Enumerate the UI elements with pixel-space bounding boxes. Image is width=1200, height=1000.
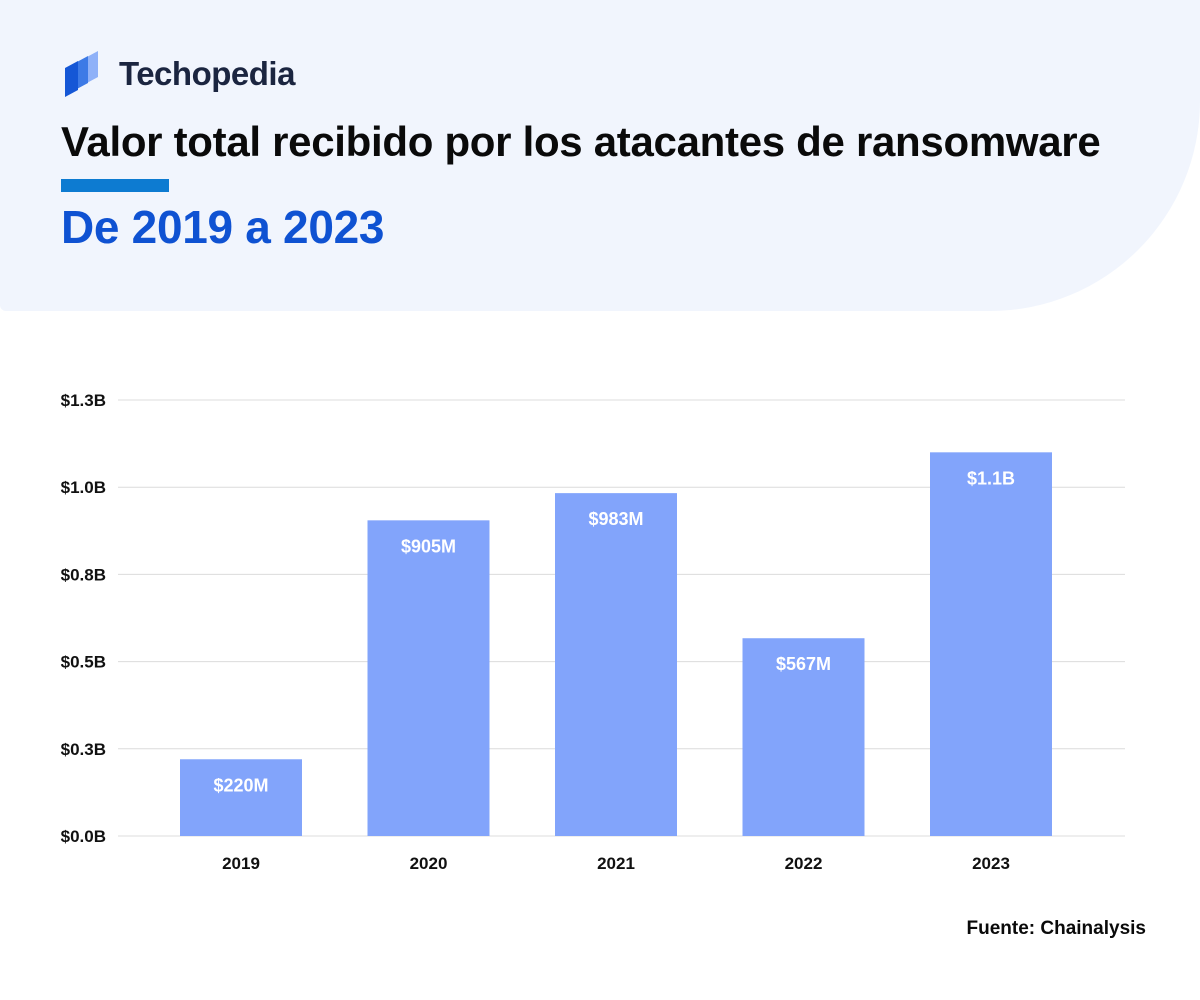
chart-subtitle: De 2019 a 2023: [61, 201, 385, 253]
y-tick-label: $1.3B: [61, 391, 106, 410]
y-tick-label: $0.5B: [61, 653, 106, 672]
y-axis-ticks: $0.0B $0.3B $0.5B $0.8B $1.0B $1.3B: [61, 391, 106, 846]
x-axis-ticks: 2019 2020 2021 2022 2023: [222, 854, 1010, 873]
y-tick-label: $0.3B: [61, 740, 106, 759]
header-panel: Techopedia Valor total recibido por los …: [0, 0, 1200, 311]
techopedia-stacked-panels-icon: [65, 51, 98, 97]
bar-2023: [930, 452, 1052, 836]
bar-2022: [742, 638, 865, 836]
data-label-2021: $983M: [588, 509, 643, 529]
data-label-2022: $567M: [776, 654, 831, 674]
x-tick-label: 2022: [785, 854, 823, 873]
source-note: Fuente: Chainalysis: [966, 918, 1147, 939]
data-label-2019: $220M: [213, 775, 268, 795]
x-tick-label: 2021: [597, 854, 635, 873]
chart-title: Valor total recibido por los atacantes d…: [61, 118, 1101, 165]
bars: [180, 452, 1052, 836]
y-tick-label: $1.0B: [61, 478, 106, 497]
bar-2020: [367, 520, 490, 836]
bar-2019: [180, 759, 302, 836]
x-tick-label: 2019: [222, 854, 260, 873]
x-tick-label: 2023: [972, 854, 1010, 873]
y-tick-label: $0.8B: [61, 565, 106, 584]
brand-name: Techopedia: [119, 55, 295, 92]
brand: Techopedia: [62, 50, 295, 98]
data-label-2020: $905M: [401, 536, 456, 556]
title-accent-bar: [61, 179, 169, 192]
y-tick-label: $0.0B: [61, 827, 106, 846]
data-labels: $220M $905M $983M $567M $1.1B: [213, 468, 1015, 795]
data-label-2023: $1.1B: [967, 468, 1015, 488]
bar-2021: [555, 493, 677, 836]
x-tick-label: 2020: [410, 854, 448, 873]
